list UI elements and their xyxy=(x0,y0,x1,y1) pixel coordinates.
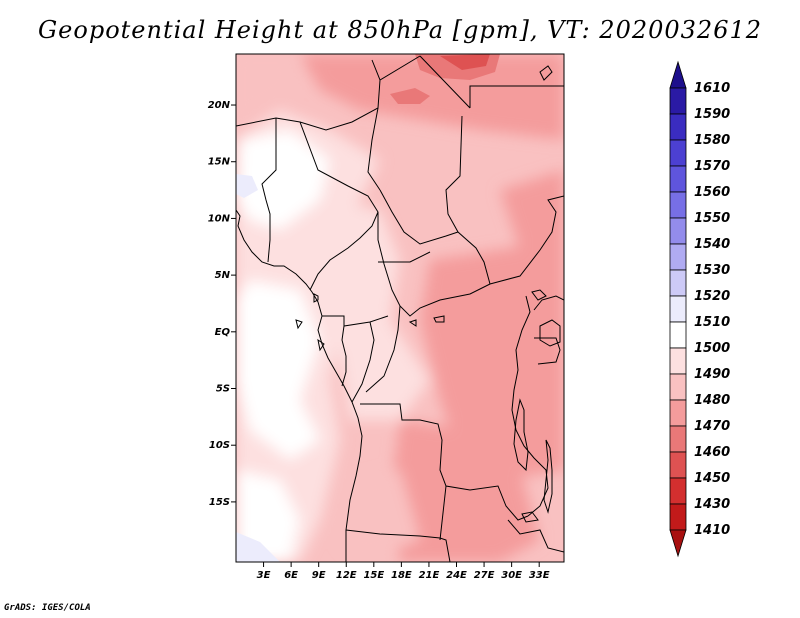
colorbar-bin xyxy=(669,113,687,141)
colorbar-bin xyxy=(669,321,687,349)
colorbar xyxy=(669,60,687,558)
colorbar-level-label: 1470 xyxy=(694,419,730,434)
colorbar-level-label: 1560 xyxy=(694,185,730,200)
map-title: Geopotential Height at 850hPa [gpm], VT:… xyxy=(38,16,762,44)
colorbar-level-label: 1570 xyxy=(694,159,730,174)
colorbar-bin xyxy=(669,451,687,479)
colorbar-labels: 1610 1590 1580 1570 1560 1550 1540 1530 1520 1510… xyxy=(694,81,730,538)
colorbar-bin xyxy=(669,373,687,401)
lat-label: 20N xyxy=(208,100,231,111)
lon-label: 15E xyxy=(363,570,384,581)
lat-label: 15S xyxy=(209,497,230,508)
colorbar-level-label: 1510 xyxy=(694,315,730,330)
colorbar-level-label: 1460 xyxy=(694,445,730,460)
grads-credit: GrADS: IGES/COLA xyxy=(4,603,91,613)
lon-label: 9E xyxy=(312,570,326,581)
map-frame xyxy=(235,53,565,563)
lat-label: 5N xyxy=(215,270,231,281)
colorbar-bottom-triangle xyxy=(669,529,687,558)
colorbar-level-label: 1410 xyxy=(694,523,730,538)
colorbar-level-label: 1430 xyxy=(694,497,730,512)
colorbar-level-label: 1540 xyxy=(694,237,730,252)
colorbar-level-label: 1590 xyxy=(694,107,730,122)
lon-label: 3E xyxy=(257,570,271,581)
colorbar-bin xyxy=(669,87,687,115)
coastlines-borders xyxy=(236,55,564,562)
colorbar-level-label: 1450 xyxy=(694,471,730,486)
colorbar-bin xyxy=(669,399,687,427)
colorbar-bin xyxy=(669,503,687,531)
lon-label: 27E xyxy=(474,570,495,581)
colorbar-bin xyxy=(669,295,687,323)
colorbar-bin xyxy=(669,477,687,505)
lon-label: 24E xyxy=(446,570,467,581)
lon-label: 33E xyxy=(529,570,550,581)
colorbar-level-label: 1530 xyxy=(694,263,730,278)
colorbar-level-label: 1550 xyxy=(694,211,730,226)
colorbar-bin xyxy=(669,139,687,167)
colorbar-bin xyxy=(669,269,687,297)
lat-label: 5S xyxy=(216,384,230,395)
lat-label: EQ xyxy=(215,327,231,338)
colorbar-level-label: 1610 xyxy=(694,81,730,96)
lon-label: 12E xyxy=(336,570,357,581)
colorbar-level-label: 1520 xyxy=(694,289,730,304)
axis-ticks xyxy=(231,104,540,567)
lat-label: 10N xyxy=(208,213,231,224)
colorbar-level-label: 1500 xyxy=(694,341,730,356)
lat-label: 10S xyxy=(209,440,230,451)
colorbar-level-label: 1580 xyxy=(694,133,730,148)
lon-label: 21E xyxy=(419,570,440,581)
longitude-labels: 3E 6E 9E 12E 15E 18E 21E 24E 27E 30E 33E xyxy=(257,570,550,581)
colorbar-bin xyxy=(669,347,687,375)
colorbar-level-label: 1480 xyxy=(694,393,730,408)
lon-label: 6E xyxy=(284,570,298,581)
colorbar-bin xyxy=(669,425,687,453)
lon-label: 18E xyxy=(391,570,412,581)
latitude-labels: 20N 15N 10N 5N EQ 5S 10S 15S xyxy=(208,100,231,508)
colorbar-level-label: 1490 xyxy=(694,367,730,382)
colorbar-bin xyxy=(669,217,687,245)
colorbar-top-triangle xyxy=(669,60,687,89)
lon-label: 30E xyxy=(501,570,522,581)
colorbar-bin xyxy=(669,165,687,193)
colorbar-bin xyxy=(669,191,687,219)
colorbar-bin xyxy=(669,243,687,271)
lat-label: 15N xyxy=(208,157,231,168)
